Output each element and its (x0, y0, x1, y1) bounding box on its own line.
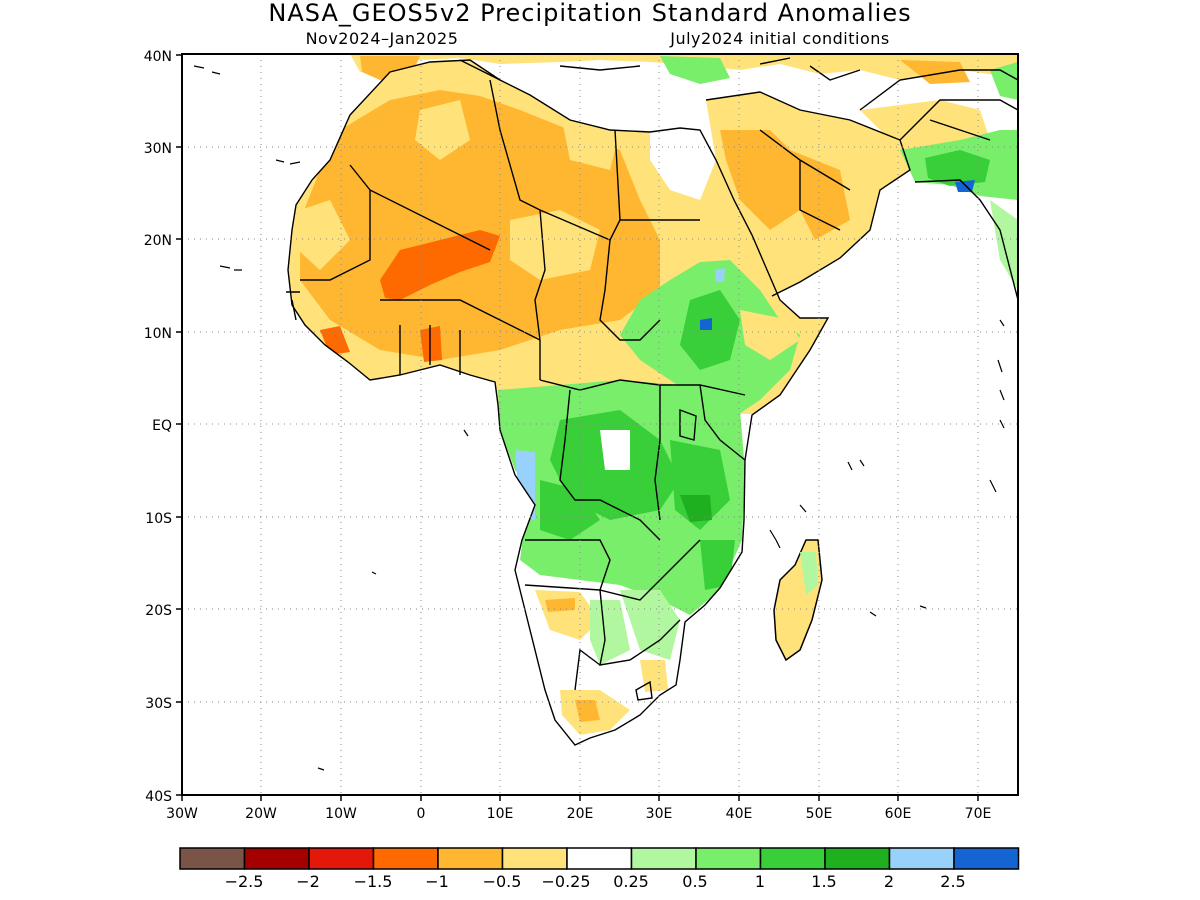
lon-label-20w: 20W (245, 806, 277, 822)
colorbar-label: −2 (296, 872, 320, 891)
islands (193, 65, 1005, 771)
lat-label-30n: 30N (144, 141, 172, 157)
colorbar-label: 1 (755, 872, 765, 891)
colorbar-labels: −2.5 −2 −1.5 −1 −0.5 −0.25 0.25 0.5 1 1.… (225, 872, 966, 891)
period-label: Nov2024–Jan2025 (306, 29, 459, 48)
lon-label-10w: 10W (325, 806, 357, 822)
lat-labels: 40N 30N 20N 10N EQ 10S 20S 30S 40S (144, 49, 172, 805)
lon-axis (181, 795, 979, 801)
colorbar-swatch (953, 847, 1020, 870)
colorbar-swatch (501, 847, 568, 870)
lat-label-40s: 40S (145, 789, 172, 805)
lon-label-10e: 10E (487, 806, 514, 822)
colorbar-label: 0.5 (682, 872, 707, 891)
lat-axis (176, 54, 182, 796)
colorbar-swatch (437, 847, 504, 870)
colorbar-swatch (243, 847, 310, 870)
colorbar-label: −1 (425, 872, 449, 891)
lat-label-20n: 20N (144, 233, 172, 249)
colorbar-label: −0.25 (541, 872, 590, 891)
colorbar-label: 2.5 (940, 872, 965, 891)
country-borders (286, 57, 1019, 746)
colorbar-swatch (759, 847, 826, 870)
lat-label-eq: EQ (152, 418, 172, 434)
lon-label-60e: 60E (885, 806, 912, 822)
colorbar-label: 2 (884, 872, 894, 891)
madagascar-green (800, 552, 818, 595)
colorbar-label: 0.25 (613, 872, 649, 891)
colorbar-label: 1.5 (811, 872, 836, 891)
figure-title: NASA_GEOS5v2 Precipitation Standard Anom… (268, 0, 911, 27)
lat-label-40n: 40N (144, 49, 172, 65)
lon-label-70e: 70E (965, 806, 992, 822)
lat-label-10n: 10N (144, 326, 172, 342)
lon-label-40e: 40E (726, 806, 753, 822)
lon-label-20e: 20E (567, 806, 594, 822)
lon-label-0: 0 (417, 806, 426, 822)
colorbar-label: −0.5 (483, 872, 522, 891)
colorbar-label: −1.5 (354, 872, 393, 891)
init-conditions-label: July2024 initial conditions (669, 29, 889, 48)
lon-label-30e: 30E (646, 806, 673, 822)
colorbar-label: −2.5 (225, 872, 264, 891)
colorbar-swatch (824, 847, 891, 870)
colorbar-swatch (630, 847, 697, 870)
lon-labels: 30W 20W 10W 0 10E 20E 30E 40E 50E 60E 70… (166, 806, 991, 822)
lat-lon-grid (182, 54, 1018, 795)
colorbar-swatch (308, 847, 375, 870)
colorbar-swatch (372, 847, 439, 870)
lat-label-10s: 10S (145, 511, 172, 527)
lat-label-20s: 20S (145, 603, 172, 619)
colorbar-swatch (179, 847, 246, 870)
colorbar (179, 847, 1020, 870)
lat-label-30s: 30S (145, 696, 172, 712)
lon-label-30w: 30W (166, 806, 198, 822)
colorbar-swatch (695, 847, 762, 870)
colorbar-swatch (566, 847, 633, 870)
colorbar-swatch (888, 847, 955, 870)
lon-label-50e: 50E (806, 806, 833, 822)
